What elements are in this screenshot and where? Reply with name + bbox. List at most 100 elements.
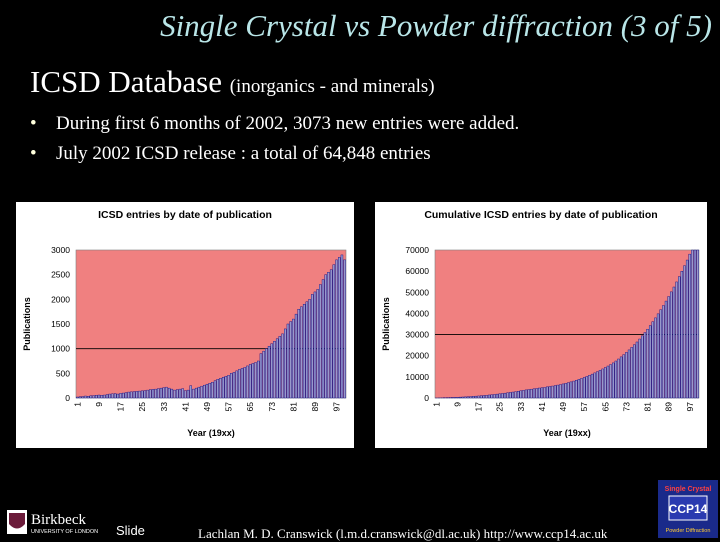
bar: [625, 352, 627, 398]
chart-svg: ICSD entries by date of publication05001…: [16, 202, 354, 448]
bar: [203, 385, 205, 398]
chart-title: Cumulative ICSD entries by date of publi…: [424, 209, 657, 221]
bar: [485, 395, 487, 398]
y-axis-label: Publications: [381, 297, 391, 351]
bar: [488, 395, 490, 398]
bar: [176, 390, 178, 398]
bar: [501, 393, 503, 398]
bar: [478, 396, 480, 398]
bar: [647, 329, 649, 398]
bar: [565, 383, 567, 398]
bar: [544, 387, 546, 398]
chart-svg: Cumulative ICSD entries by date of publi…: [375, 202, 707, 448]
bar: [160, 388, 162, 398]
bar: [557, 385, 559, 398]
bullet-text: During first 6 months of 2002, 3073 new …: [56, 113, 519, 134]
bar: [319, 285, 321, 398]
bar: [238, 369, 240, 398]
y-tick-label: 0: [424, 393, 429, 403]
bar: [551, 386, 553, 398]
x-tick-label: 65: [600, 402, 610, 412]
bar: [101, 395, 103, 398]
bar: [230, 373, 232, 398]
bar: [209, 383, 211, 398]
bar: [654, 318, 656, 398]
bar: [451, 397, 453, 398]
bar: [697, 250, 699, 398]
bar: [507, 393, 509, 398]
bar: [282, 334, 284, 398]
bar: [128, 392, 130, 398]
bar: [641, 336, 643, 398]
bar: [536, 388, 538, 398]
x-tick-label: 41: [180, 402, 190, 412]
chart-panel-cumulative: Cumulative ICSD entries by date of publi…: [375, 202, 707, 448]
bar: [290, 322, 292, 398]
bar: [686, 260, 688, 398]
plot-area: [76, 250, 346, 398]
ccp14-bottom-text: Powder Diffraction: [666, 528, 711, 534]
bar: [82, 397, 84, 398]
bar: [575, 380, 577, 398]
bar: [217, 379, 219, 398]
x-tick-label: 49: [202, 402, 212, 412]
bar: [171, 389, 173, 398]
bar: [111, 394, 113, 398]
bar: [190, 386, 192, 398]
birkbeck-logo: Birkbeck UNIVERSITY OF LONDON: [6, 508, 106, 536]
bar: [201, 386, 203, 398]
bar: [314, 292, 316, 398]
bar: [214, 381, 216, 398]
plot-area: [435, 250, 699, 398]
bar: [578, 379, 580, 398]
y-tick-label: 2500: [51, 270, 70, 280]
bar: [174, 390, 176, 398]
bar: [676, 282, 678, 398]
bar: [583, 377, 585, 398]
bar: [317, 289, 319, 398]
bar: [694, 250, 696, 398]
bar: [623, 355, 625, 398]
bar: [244, 367, 246, 398]
bar: [125, 393, 127, 398]
y-tick-label: 10000: [405, 372, 429, 382]
ccp14-mid-text: CCP14: [669, 502, 708, 516]
bar: [493, 394, 495, 398]
bar: [106, 395, 108, 398]
bar: [206, 384, 208, 398]
bar: [470, 396, 472, 398]
bar: [147, 390, 149, 398]
bar: [586, 376, 588, 398]
bar: [639, 339, 641, 398]
bar: [683, 266, 685, 398]
bar: [681, 271, 683, 398]
bar: [573, 381, 575, 398]
bar: [533, 389, 535, 398]
bar: [652, 322, 654, 398]
bar: [525, 390, 527, 398]
bar: [554, 386, 556, 398]
bar: [117, 394, 119, 398]
bar: [109, 394, 111, 398]
subtitle-small: (inorganics - and minerals): [230, 76, 435, 97]
bar: [562, 384, 564, 398]
bar: [222, 377, 224, 398]
bar: [509, 392, 511, 398]
x-tick-label: 97: [332, 402, 342, 412]
bar: [491, 395, 493, 398]
bar: [615, 361, 617, 398]
bar: [157, 389, 159, 398]
bullet-text: July 2002 ICSD release : a total of 64,8…: [56, 143, 431, 164]
bar: [596, 372, 598, 398]
bar: [480, 396, 482, 398]
y-tick-label: 2000: [51, 294, 70, 304]
bar: [155, 389, 157, 398]
bar: [268, 346, 270, 398]
bar: [292, 319, 294, 398]
y-tick-label: 500: [56, 368, 70, 378]
bar: [255, 362, 257, 398]
y-tick-label: 20000: [405, 351, 429, 361]
bar: [456, 397, 458, 398]
y-tick-label: 0: [65, 393, 70, 403]
